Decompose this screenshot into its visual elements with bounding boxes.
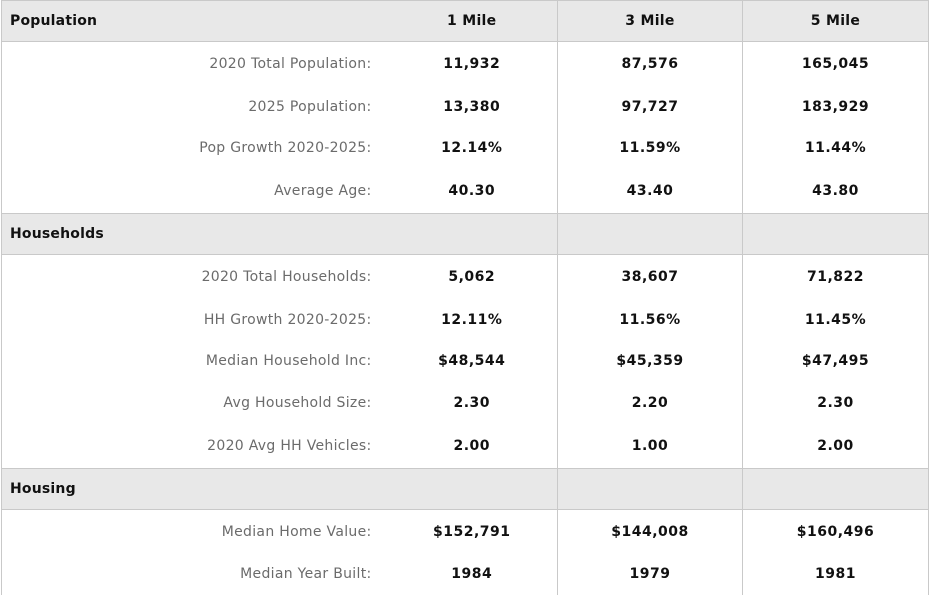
- value-5-mile: 2.00: [743, 424, 929, 469]
- value-5-mile: 71,822: [743, 255, 929, 300]
- row-label: Median Year Built:: [2, 554, 387, 595]
- value-1-mile: 2.30: [387, 382, 558, 424]
- value-3-mile: 1979: [558, 554, 743, 595]
- section-header-cell: [387, 214, 558, 255]
- value-3-mile: 38,607: [558, 255, 743, 300]
- value-5-mile: $47,495: [743, 341, 929, 383]
- table-row: HH Growth 2020-2025: 12.11% 11.56% 11.45…: [2, 299, 929, 341]
- table-row: Pop Growth 2020-2025: 12.14% 11.59% 11.4…: [2, 128, 929, 170]
- section-header-housing: Housing: [2, 468, 929, 509]
- value-3-mile: $144,008: [558, 509, 743, 554]
- value-1-mile: $48,544: [387, 341, 558, 383]
- table-row: 2025 Population: 13,380 97,727 183,929: [2, 86, 929, 128]
- table-row: 2020 Total Population: 11,932 87,576 165…: [2, 42, 929, 87]
- row-label: Average Age:: [2, 169, 387, 214]
- value-1-mile: 11,932: [387, 42, 558, 87]
- section-title: Households: [2, 214, 387, 255]
- column-header-1-mile: 1 Mile: [387, 1, 558, 42]
- section-header-cell: [743, 214, 929, 255]
- value-1-mile: 40.30: [387, 169, 558, 214]
- table-row: Median Household Inc: $48,544 $45,359 $4…: [2, 341, 929, 383]
- column-header-5-mile: 5 Mile: [743, 1, 929, 42]
- value-1-mile: 5,062: [387, 255, 558, 300]
- value-1-mile: 1984: [387, 554, 558, 595]
- section-title: Population: [2, 1, 387, 42]
- value-1-mile: $152,791: [387, 509, 558, 554]
- row-label: 2020 Total Population:: [2, 42, 387, 87]
- value-5-mile: 11.45%: [743, 299, 929, 341]
- value-5-mile: $160,496: [743, 509, 929, 554]
- section-header-cell: [558, 468, 743, 509]
- column-header-3-mile: 3 Mile: [558, 1, 743, 42]
- section-title: Housing: [2, 468, 387, 509]
- row-label: Median Home Value:: [2, 509, 387, 554]
- value-5-mile: 11.44%: [743, 128, 929, 170]
- table-row: Average Age: 40.30 43.40 43.80: [2, 169, 929, 214]
- value-3-mile: $45,359: [558, 341, 743, 383]
- row-label: 2020 Total Households:: [2, 255, 387, 300]
- section-header-cell: [387, 468, 558, 509]
- section-header-households: Households: [2, 214, 929, 255]
- row-label: Median Household Inc:: [2, 341, 387, 383]
- value-5-mile: 1981: [743, 554, 929, 595]
- value-3-mile: 97,727: [558, 86, 743, 128]
- value-1-mile: 12.11%: [387, 299, 558, 341]
- table-row: 2020 Avg HH Vehicles: 2.00 1.00 2.00: [2, 424, 929, 469]
- row-label: HH Growth 2020-2025:: [2, 299, 387, 341]
- value-1-mile: 12.14%: [387, 128, 558, 170]
- value-1-mile: 13,380: [387, 86, 558, 128]
- row-label: 2025 Population:: [2, 86, 387, 128]
- value-3-mile: 43.40: [558, 169, 743, 214]
- table-row: 2020 Total Households: 5,062 38,607 71,8…: [2, 255, 929, 300]
- table-row: Avg Household Size: 2.30 2.20 2.30: [2, 382, 929, 424]
- row-label: Pop Growth 2020-2025:: [2, 128, 387, 170]
- value-3-mile: 87,576: [558, 42, 743, 87]
- section-header-cell: [558, 214, 743, 255]
- value-1-mile: 2.00: [387, 424, 558, 469]
- section-header-cell: [743, 468, 929, 509]
- row-label: Avg Household Size:: [2, 382, 387, 424]
- value-5-mile: 183,929: [743, 86, 929, 128]
- section-header-population: Population 1 Mile 3 Mile 5 Mile: [2, 1, 929, 42]
- value-3-mile: 11.56%: [558, 299, 743, 341]
- value-3-mile: 11.59%: [558, 128, 743, 170]
- value-5-mile: 165,045: [743, 42, 929, 87]
- value-5-mile: 43.80: [743, 169, 929, 214]
- value-3-mile: 1.00: [558, 424, 743, 469]
- value-3-mile: 2.20: [558, 382, 743, 424]
- table-row: Median Home Value: $152,791 $144,008 $16…: [2, 509, 929, 554]
- row-label: 2020 Avg HH Vehicles:: [2, 424, 387, 469]
- table-row: Median Year Built: 1984 1979 1981: [2, 554, 929, 595]
- value-5-mile: 2.30: [743, 382, 929, 424]
